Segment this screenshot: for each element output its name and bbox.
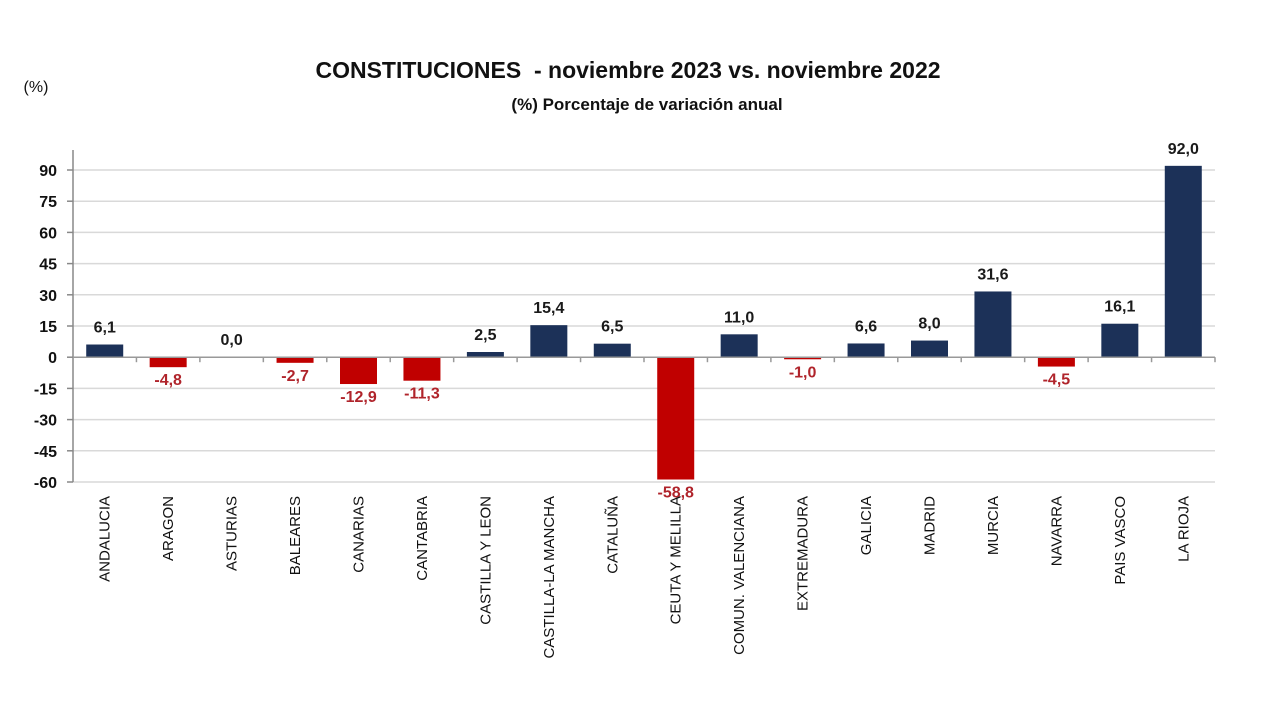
bar [720, 334, 758, 358]
category-label: CEUTA Y MELILLA [668, 496, 685, 624]
data-label: -2,7 [281, 368, 309, 385]
bar [1101, 323, 1139, 358]
bar [403, 357, 441, 381]
data-label: 11,0 [724, 309, 754, 326]
chart-subtitle: (%) Porcentaje de variación anual [511, 95, 782, 114]
data-label: 6,6 [855, 318, 877, 335]
data-label: -4,5 [1043, 372, 1071, 389]
data-label: 15,4 [533, 300, 564, 317]
data-label: 2,5 [474, 327, 496, 344]
category-label: PAIS VASCO [1112, 496, 1129, 585]
category-label: CASTILLA-LA MANCHA [541, 496, 558, 659]
bar [911, 340, 948, 358]
data-label: 16,1 [1104, 299, 1135, 316]
data-label: -4,8 [154, 372, 182, 389]
bar [340, 357, 377, 385]
bar [1164, 165, 1202, 358]
bar [86, 344, 124, 358]
data-label: 31,6 [977, 266, 1008, 283]
y-tick-label: 90 [39, 163, 57, 180]
category-label: CANTABRIA [414, 496, 431, 581]
bar [974, 291, 1012, 358]
data-label: -12,9 [340, 389, 377, 406]
category-label: EXTREMADURA [795, 496, 812, 611]
category-label: GALICIA [858, 496, 875, 555]
data-label: 6,5 [601, 319, 623, 336]
bar [530, 325, 568, 358]
bar [276, 357, 314, 363]
data-label: -11,3 [404, 386, 440, 403]
category-label: BALEARES [287, 496, 304, 575]
data-label: 8,0 [918, 316, 940, 333]
category-label: MADRID [922, 496, 939, 555]
bar [784, 357, 822, 360]
category-label: CASTILLA Y LEON [477, 496, 494, 625]
category-label: CATALUÑA [604, 496, 621, 574]
category-label: ANDALUCIA [97, 496, 114, 582]
data-label: 6,1 [94, 320, 116, 337]
bar [593, 343, 631, 358]
category-label: CANARIAS [351, 496, 368, 573]
y-tick-label: -60 [34, 475, 57, 492]
y-tick-label: 0 [48, 350, 57, 367]
y-tick-label: 30 [39, 288, 57, 305]
y-tick-label: -15 [34, 381, 57, 398]
y-tick-label: 45 [39, 257, 57, 274]
bar [847, 343, 885, 358]
data-label: -58,8 [657, 485, 694, 502]
category-label: ASTURIAS [224, 496, 241, 571]
bar [466, 352, 504, 358]
y-tick-label: 75 [39, 194, 57, 211]
y-axis-label: (%) [24, 79, 49, 96]
category-label: MURCIA [985, 496, 1002, 555]
data-label: 92,0 [1168, 141, 1199, 158]
category-label: ARAGON [160, 496, 177, 561]
bar [657, 357, 695, 480]
bar [149, 357, 187, 368]
y-tick-label: 15 [39, 319, 57, 336]
chart-title: CONSTITUCIONES - noviembre 2023 vs. novi… [315, 57, 940, 83]
data-label: 0,0 [220, 332, 242, 349]
category-label: LA RIOJA [1175, 496, 1192, 562]
bar [1037, 357, 1075, 367]
y-tick-label: 60 [39, 225, 57, 242]
y-tick-label: -45 [34, 444, 57, 461]
category-label: COMUN. VALENCIANA [731, 496, 748, 655]
category-label: NAVARRA [1048, 496, 1065, 566]
data-label: -1,0 [789, 364, 817, 381]
y-tick-label: -30 [34, 413, 57, 430]
